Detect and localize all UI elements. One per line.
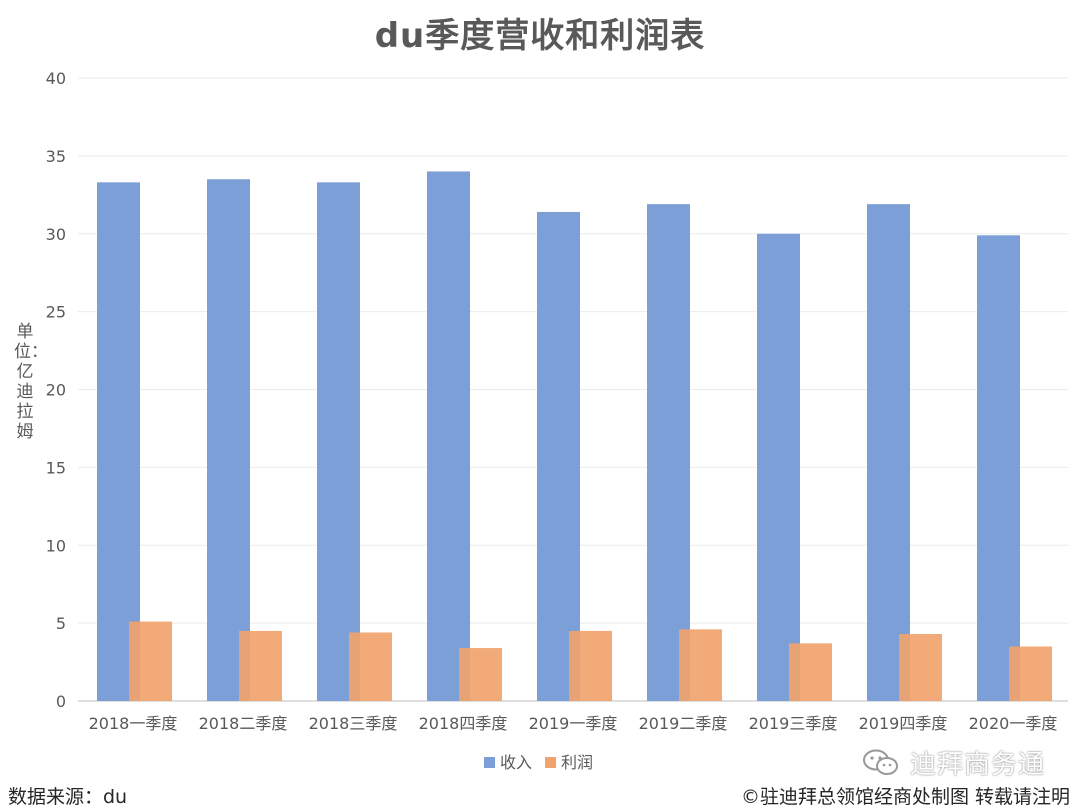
y-tick-label: 30 — [46, 225, 66, 244]
bar-revenue — [647, 204, 690, 701]
y-tick-label: 20 — [46, 381, 66, 400]
x-tick-label: 2019四季度 — [859, 714, 948, 733]
y-tick-label: 25 — [46, 303, 66, 322]
bar-revenue — [97, 182, 140, 702]
bar-revenue — [317, 182, 360, 702]
bar-profit — [899, 634, 942, 701]
bar-revenue — [537, 211, 580, 701]
chart-title: du季度营收和利润表 — [374, 16, 706, 56]
y-tick-label: 5 — [56, 614, 66, 633]
legend-label: 利润 — [561, 753, 593, 772]
bar-profit — [789, 643, 832, 701]
bar-profit — [1009, 646, 1052, 701]
y-tick-label: 35 — [46, 147, 66, 166]
legend-swatch — [484, 757, 495, 768]
bar-revenue — [867, 204, 910, 701]
legend-swatch — [545, 757, 556, 768]
bar-profit — [239, 630, 282, 701]
x-tick-label: 2018二季度 — [199, 714, 288, 733]
y-tick-label: 40 — [46, 69, 66, 88]
x-tick-label: 2018一季度 — [89, 714, 178, 733]
x-tick-label: 2019三季度 — [749, 714, 838, 733]
bar-profit — [569, 630, 612, 701]
copyright-note: ©驻迪拜总领馆经商处制图 转载请注明 — [740, 786, 1070, 808]
y-tick-label: 10 — [46, 536, 66, 555]
bar-revenue — [977, 235, 1020, 701]
x-tick-label: 2018四季度 — [419, 714, 508, 733]
wechat-icon — [862, 748, 900, 778]
watermark-text: 迪拜商务通 — [910, 750, 1046, 780]
bar-profit — [349, 632, 392, 701]
watermark: 迪拜商务通 — [862, 744, 1045, 781]
bar-revenue — [757, 233, 800, 701]
x-tick-label: 2019一季度 — [529, 714, 618, 733]
y-tick-label: 15 — [46, 458, 66, 477]
bar-revenue — [427, 171, 470, 701]
y-tick-label: 0 — [56, 692, 66, 711]
bar-profit — [459, 648, 502, 701]
data-source: 数据来源：du — [8, 786, 128, 808]
x-tick-label: 2019二季度 — [639, 714, 728, 733]
legend-label: 收入 — [500, 753, 532, 772]
bar-revenue — [207, 179, 250, 702]
x-tick-label: 2018三季度 — [309, 714, 398, 733]
x-tick-label: 2020一季度 — [969, 714, 1058, 733]
bar-profit — [679, 629, 722, 701]
bar-profit — [129, 621, 172, 701]
